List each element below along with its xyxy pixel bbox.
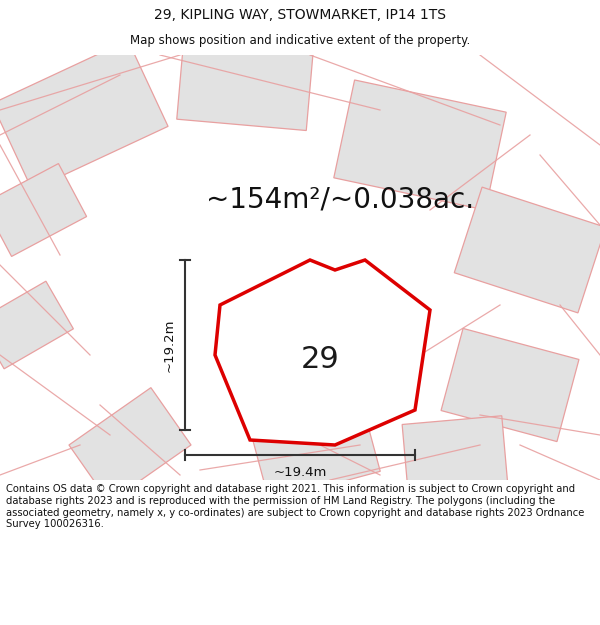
Text: 29, KIPLING WAY, STOWMARKET, IP14 1TS: 29, KIPLING WAY, STOWMARKET, IP14 1TS xyxy=(154,8,446,22)
Polygon shape xyxy=(0,164,86,256)
Text: ~19.2m: ~19.2m xyxy=(163,318,176,372)
Polygon shape xyxy=(0,281,73,369)
Polygon shape xyxy=(334,80,506,210)
Polygon shape xyxy=(441,328,579,442)
Polygon shape xyxy=(402,416,508,494)
Polygon shape xyxy=(215,260,430,445)
Polygon shape xyxy=(250,399,380,501)
Text: ~19.4m: ~19.4m xyxy=(274,466,326,479)
Polygon shape xyxy=(69,388,191,502)
Text: 29: 29 xyxy=(301,346,340,374)
Polygon shape xyxy=(239,264,381,386)
Polygon shape xyxy=(177,39,313,131)
Text: Contains OS data © Crown copyright and database right 2021. This information is : Contains OS data © Crown copyright and d… xyxy=(6,484,584,529)
Text: Map shows position and indicative extent of the property.: Map shows position and indicative extent… xyxy=(130,34,470,47)
Polygon shape xyxy=(454,187,600,313)
Text: ~154m²/~0.038ac.: ~154m²/~0.038ac. xyxy=(206,186,474,214)
Polygon shape xyxy=(0,40,168,190)
